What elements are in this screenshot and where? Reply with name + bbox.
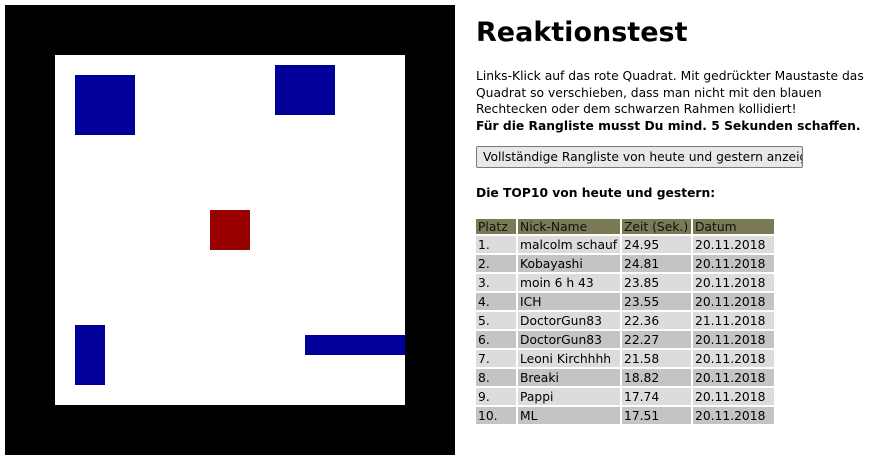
cell-datum: 21.11.2018 — [693, 312, 774, 329]
instructions: Links-Klick auf das rote Quadrat. Mit ge… — [476, 68, 866, 134]
blue-obstacle-top-left — [75, 75, 135, 135]
cell-platz: 10. — [476, 407, 516, 424]
cell-nick-name: DoctorGun83 — [518, 312, 620, 329]
cell-zeit: 22.36 — [622, 312, 691, 329]
game-frame-black-border — [5, 5, 455, 455]
instructions-text: Links-Klick auf das rote Quadrat. Mit ge… — [476, 69, 864, 116]
cell-platz: 5. — [476, 312, 516, 329]
full-ranking-button[interactable]: Vollständige Rangliste von heute und ges… — [476, 146, 803, 168]
table-row: 4. ICH 23.55 20.11.2018 — [476, 293, 774, 310]
instructions-requirement: Für die Rangliste musst Du mind. 5 Sekun… — [476, 118, 861, 133]
cell-datum: 20.11.2018 — [693, 369, 774, 386]
table-row: 8. Breaki 18.82 20.11.2018 — [476, 369, 774, 386]
top10-table: Platz Nick-Name Zeit (Sek.) Datum 1. malc… — [474, 217, 776, 426]
cell-zeit: 18.82 — [622, 369, 691, 386]
cell-platz: 6. — [476, 331, 516, 348]
cell-datum: 20.11.2018 — [693, 274, 774, 291]
header-nick-name: Nick-Name — [518, 219, 620, 234]
cell-zeit: 24.95 — [622, 236, 691, 253]
cell-datum: 20.11.2018 — [693, 388, 774, 405]
cell-nick-name: Leoni Kirchhhh — [518, 350, 620, 367]
table-row: 2. Kobayashi 24.81 20.11.2018 — [476, 255, 774, 272]
cell-datum: 20.11.2018 — [693, 331, 774, 348]
cell-platz: 7. — [476, 350, 516, 367]
cell-platz: 4. — [476, 293, 516, 310]
cell-zeit: 24.81 — [622, 255, 691, 272]
cell-nick-name: Breaki — [518, 369, 620, 386]
cell-nick-name: malcolm schauf — [518, 236, 620, 253]
blue-obstacle-top-right — [275, 65, 335, 115]
cell-datum: 20.11.2018 — [693, 407, 774, 424]
red-square-player[interactable] — [210, 210, 250, 250]
header-zeit: Zeit (Sek.) — [622, 219, 691, 234]
table-row: 5. DoctorGun83 22.36 21.11.2018 — [476, 312, 774, 329]
cell-nick-name: DoctorGun83 — [518, 331, 620, 348]
cell-platz: 9. — [476, 388, 516, 405]
cell-platz: 1. — [476, 236, 516, 253]
table-header-row: Platz Nick-Name Zeit (Sek.) Datum — [476, 219, 774, 234]
cell-nick-name: ML — [518, 407, 620, 424]
game-field — [55, 55, 405, 405]
header-datum: Datum — [693, 219, 774, 234]
cell-zeit: 23.85 — [622, 274, 691, 291]
cell-datum: 20.11.2018 — [693, 236, 774, 253]
cell-datum: 20.11.2018 — [693, 350, 774, 367]
cell-zeit: 21.58 — [622, 350, 691, 367]
cell-datum: 20.11.2018 — [693, 255, 774, 272]
page-title: Reaktionstest — [476, 17, 688, 48]
cell-zeit: 22.27 — [622, 331, 691, 348]
table-row: 3. moin 6 h 43 23.85 20.11.2018 — [476, 274, 774, 291]
top10-heading: Die TOP10 von heute und gestern: — [476, 186, 716, 200]
cell-datum: 20.11.2018 — [693, 293, 774, 310]
table-row: 10. ML 17.51 20.11.2018 — [476, 407, 774, 424]
table-row: 7. Leoni Kirchhhh 21.58 20.11.2018 — [476, 350, 774, 367]
cell-nick-name: ICH — [518, 293, 620, 310]
cell-zeit: 17.74 — [622, 388, 691, 405]
cell-nick-name: moin 6 h 43 — [518, 274, 620, 291]
blue-obstacle-bottom-left — [75, 325, 105, 385]
cell-zeit: 23.55 — [622, 293, 691, 310]
table-row: 9. Pappi 17.74 20.11.2018 — [476, 388, 774, 405]
cell-platz: 2. — [476, 255, 516, 272]
info-panel: Reaktionstest Links-Klick auf das rote Q… — [476, 10, 866, 426]
cell-platz: 3. — [476, 274, 516, 291]
cell-nick-name: Kobayashi — [518, 255, 620, 272]
cell-nick-name: Pappi — [518, 388, 620, 405]
header-platz: Platz — [476, 219, 516, 234]
table-row: 1. malcolm schauf 24.95 20.11.2018 — [476, 236, 774, 253]
table-row: 6. DoctorGun83 22.27 20.11.2018 — [476, 331, 774, 348]
cell-platz: 8. — [476, 369, 516, 386]
blue-obstacle-bottom-right — [305, 335, 405, 355]
cell-zeit: 17.51 — [622, 407, 691, 424]
